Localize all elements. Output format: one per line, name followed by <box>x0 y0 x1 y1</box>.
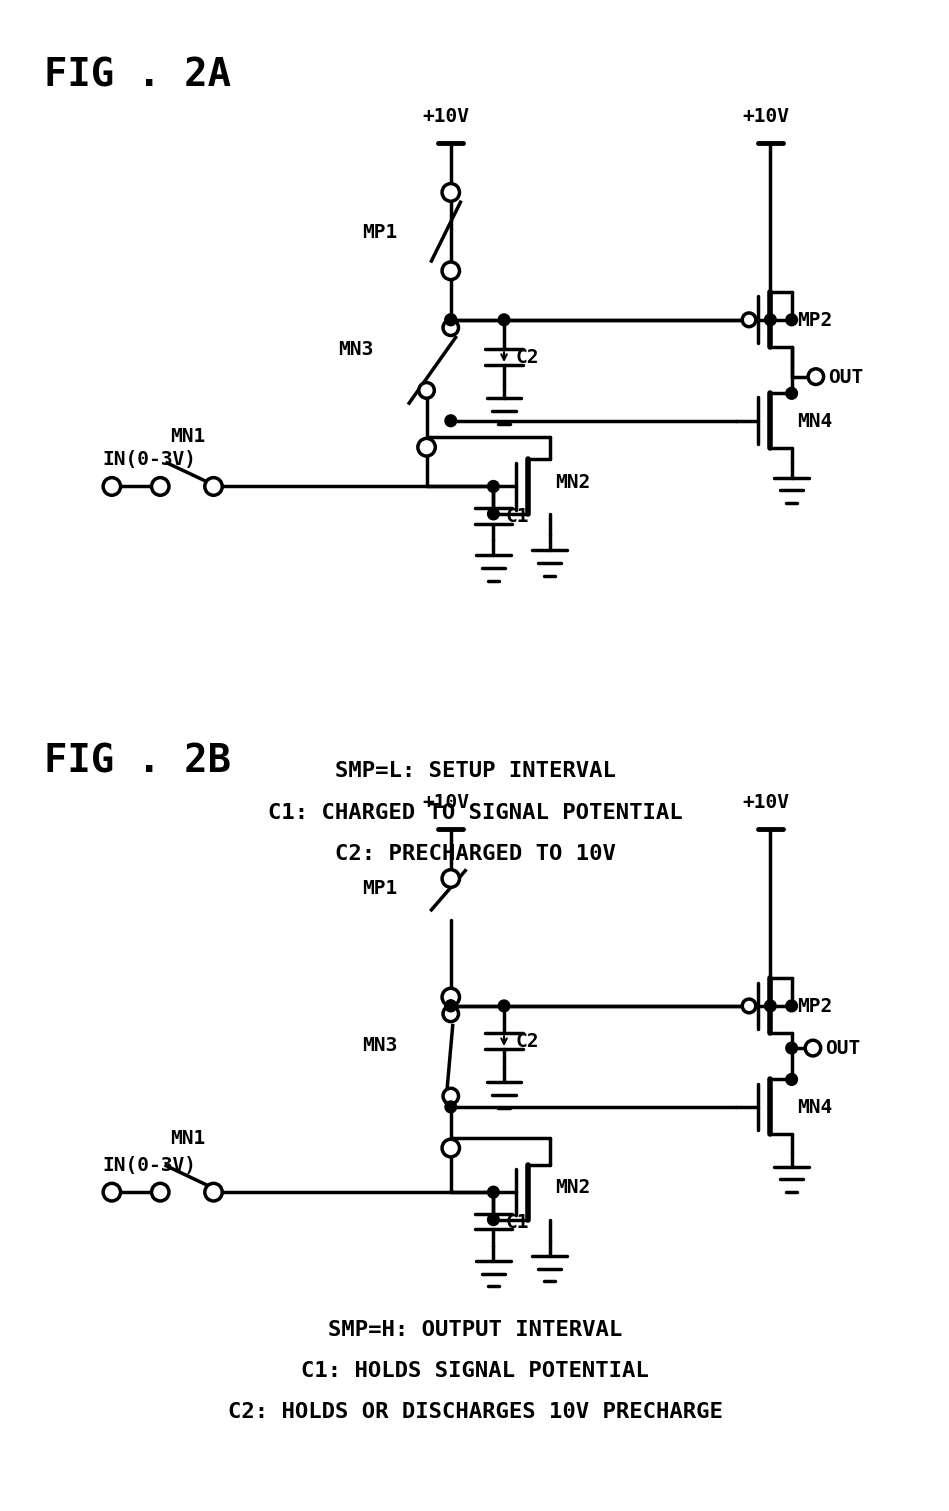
Circle shape <box>786 388 797 399</box>
Text: SMP=H: OUTPUT INTERVAL: SMP=H: OUTPUT INTERVAL <box>327 1319 623 1340</box>
Circle shape <box>809 369 824 385</box>
Text: +10V: +10V <box>422 793 470 811</box>
Text: MN1: MN1 <box>170 426 205 446</box>
Circle shape <box>205 477 222 496</box>
Circle shape <box>445 1102 456 1114</box>
Text: OUT: OUT <box>828 367 864 387</box>
Circle shape <box>205 1183 222 1201</box>
Circle shape <box>488 1186 499 1198</box>
Text: IN(0-3V): IN(0-3V) <box>102 1156 196 1174</box>
Text: MN1: MN1 <box>170 1129 205 1147</box>
Circle shape <box>805 1041 821 1056</box>
Circle shape <box>152 1183 169 1201</box>
Text: C2: HOLDS OR DISCHARGES 10V PRECHARGE: C2: HOLDS OR DISCHARGES 10V PRECHARGE <box>228 1402 722 1422</box>
Text: IN(0-3V): IN(0-3V) <box>102 450 196 468</box>
Circle shape <box>488 1213 499 1225</box>
Text: MN2: MN2 <box>555 1179 590 1197</box>
Circle shape <box>443 320 458 335</box>
Text: +10V: +10V <box>742 107 789 127</box>
Text: C2: C2 <box>515 1032 539 1050</box>
Circle shape <box>152 477 169 496</box>
Text: OUT: OUT <box>826 1038 861 1058</box>
Circle shape <box>742 313 755 326</box>
Circle shape <box>442 988 459 1006</box>
Text: FIG . 2A: FIG . 2A <box>44 57 231 95</box>
Circle shape <box>786 1043 797 1055</box>
Text: MN4: MN4 <box>797 411 832 431</box>
Text: MN3: MN3 <box>338 340 373 360</box>
Text: C1: C1 <box>505 1212 529 1231</box>
Circle shape <box>786 1000 797 1012</box>
Circle shape <box>445 416 456 428</box>
Text: C1: HOLDS SIGNAL POTENTIAL: C1: HOLDS SIGNAL POTENTIAL <box>301 1361 649 1381</box>
Circle shape <box>419 382 435 399</box>
Circle shape <box>765 1000 776 1012</box>
Circle shape <box>443 1006 458 1021</box>
Text: C1: CHARGED TO SIGNAL POTENTIAL: C1: CHARGED TO SIGNAL POTENTIAL <box>268 802 682 822</box>
Text: +10V: +10V <box>422 107 470 127</box>
Text: MN2: MN2 <box>555 473 590 491</box>
Text: MN3: MN3 <box>363 1035 398 1055</box>
Circle shape <box>445 314 456 326</box>
Text: MP2: MP2 <box>797 997 832 1015</box>
Circle shape <box>488 480 499 493</box>
Circle shape <box>445 1000 456 1012</box>
Text: +10V: +10V <box>742 793 789 811</box>
Text: C2: C2 <box>515 348 539 367</box>
Circle shape <box>442 184 459 201</box>
Text: MP1: MP1 <box>363 879 398 898</box>
Circle shape <box>742 999 755 1012</box>
Text: MP2: MP2 <box>797 311 832 329</box>
Text: FIG . 2B: FIG . 2B <box>44 743 231 781</box>
Text: SMP=L: SETUP INTERVAL: SMP=L: SETUP INTERVAL <box>335 762 615 781</box>
Circle shape <box>498 314 510 326</box>
Circle shape <box>786 314 797 326</box>
Text: MP1: MP1 <box>363 222 398 242</box>
Text: MN4: MN4 <box>797 1097 832 1117</box>
Text: C2: PRECHARGED TO 10V: C2: PRECHARGED TO 10V <box>335 843 615 863</box>
Text: C1: C1 <box>505 506 529 526</box>
Circle shape <box>442 1139 459 1157</box>
Circle shape <box>442 263 459 280</box>
Circle shape <box>445 1000 456 1012</box>
Circle shape <box>445 314 456 326</box>
Circle shape <box>443 1088 458 1105</box>
Circle shape <box>103 477 121 496</box>
Circle shape <box>442 870 459 887</box>
Circle shape <box>488 508 499 520</box>
Circle shape <box>498 1000 510 1012</box>
Circle shape <box>786 1074 797 1085</box>
Circle shape <box>765 314 776 326</box>
Circle shape <box>103 1183 121 1201</box>
Circle shape <box>418 438 436 456</box>
